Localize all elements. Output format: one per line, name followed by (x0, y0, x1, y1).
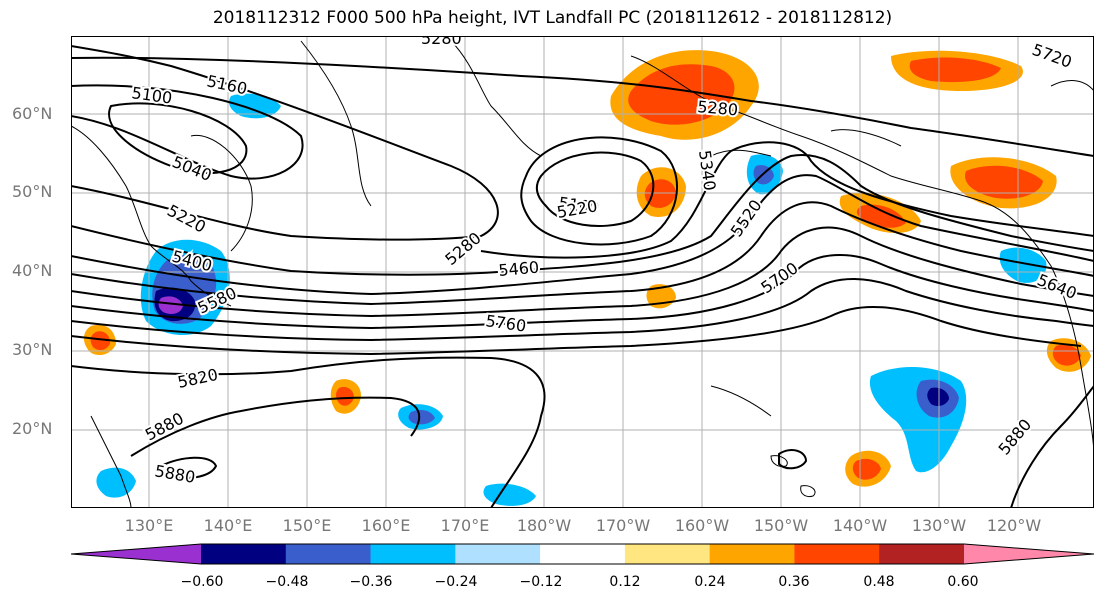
contour-5700 (71, 278, 1094, 342)
height-contours (71, 45, 1094, 508)
lon-label-160w: 160°W (674, 516, 730, 535)
colorbar-tick-label: −0.60 (180, 574, 224, 590)
contour-5040 (108, 102, 248, 174)
lon-label-120w: 120°W (986, 516, 1042, 535)
colorbar-segment (455, 544, 541, 564)
colorbar-tick-label: 0.36 (778, 574, 810, 590)
lon-label-170e: 170°E (440, 516, 490, 535)
colorbar-segment (285, 544, 372, 564)
colorbar (70, 543, 1095, 565)
contour-5280-north (71, 56, 1094, 157)
positive-anomaly-region-alaska (610, 50, 1023, 140)
contour-label: 5760 (484, 311, 527, 335)
lon-label-170w: 170°W (595, 516, 651, 535)
lon-label-150e: 150°E (282, 516, 332, 535)
colorbar-tick-label: 0.24 (694, 574, 726, 590)
contour-5520 (71, 201, 1094, 306)
contour-5820 (71, 356, 546, 508)
lat-label-40n: 40°N (12, 261, 53, 280)
lon-label-150w: 150°W (753, 516, 809, 535)
contour-5460 (71, 174, 1094, 296)
colorbar-segment (794, 544, 880, 564)
lon-label-130e: 130°E (124, 516, 174, 535)
colorbar-extend-low (71, 544, 201, 564)
coastlines (71, 40, 1094, 508)
contour-label: 5040 (170, 152, 215, 185)
lon-label-160e: 160°E (361, 516, 411, 535)
lat-label-30n: 30°N (12, 340, 53, 359)
lon-label-180w: 180°W (516, 516, 572, 535)
map-panel: 5100 5160 5040 5220 5400 5580 5820 5880 … (71, 36, 1094, 508)
contour-5220 (71, 45, 499, 241)
lon-label-130w: 130°W (911, 516, 967, 535)
colorbar-tick-label: −0.24 (434, 574, 478, 590)
colorbar-tick-label: −0.48 (265, 574, 309, 590)
colorbar-segment (879, 544, 965, 564)
colorbar-outline (70, 543, 1095, 565)
colorbar-tick-label: 0.60 (947, 574, 979, 590)
contour-label: 5100 (130, 83, 173, 107)
colorbar-tick-label: −0.36 (349, 574, 393, 590)
lat-label-50n: 50°N (12, 182, 53, 201)
contour-label: 5280 (441, 228, 484, 269)
lon-label-140e: 140°E (203, 516, 253, 535)
lat-lon-grid (71, 36, 1094, 508)
colorbar-segments (70, 543, 1095, 565)
contour-5340 (480, 141, 1094, 259)
contour-5400 (71, 154, 1094, 276)
contour-label: 5820 (176, 365, 220, 392)
colorbar-tick-label: 0.12 (609, 574, 641, 590)
contour-label: 5280 (421, 36, 462, 48)
contour-5760 (71, 306, 1082, 356)
contour-label: 5220 (164, 201, 209, 237)
contour-5580 (71, 226, 1094, 318)
contour-label: 5720 (1030, 40, 1075, 72)
contour-5220-low (520, 136, 678, 246)
contour-label: 5460 (498, 258, 540, 280)
contour-5160-low (535, 151, 655, 227)
map-title: 2018112312 F000 500 hPa height, IVT Land… (212, 8, 893, 28)
contour-label: 5700 (757, 258, 801, 297)
contour-label: 5880 (995, 415, 1036, 458)
lon-label-140w: 140°W (832, 516, 888, 535)
colorbar-segment (709, 544, 795, 564)
colorbar-tick-label: 0.48 (863, 574, 895, 590)
contour-5880-sw (160, 456, 218, 479)
lat-label-60n: 60°N (12, 104, 53, 123)
contour-label: 5340 (695, 149, 719, 192)
contour-label: 5880 (153, 461, 196, 487)
map-frame (71, 36, 1094, 508)
colorbar-tick-label: −0.12 (519, 574, 563, 590)
contour-label: 5160 (205, 71, 249, 98)
colorbar-segment (370, 544, 456, 564)
colorbar-extend-high (964, 544, 1094, 564)
contour-label: 5280 (697, 97, 739, 119)
colorbar-segment (201, 544, 287, 564)
negative-anomaly-region-subtropics (96, 154, 1047, 506)
contour-5880-closed (778, 449, 808, 470)
colorbar-segment (540, 544, 626, 564)
contour-5640 (71, 254, 1094, 330)
lat-label-20n: 20°N (12, 419, 53, 438)
contour-label: 5640 (1035, 270, 1080, 303)
colorbar-segment (624, 544, 711, 564)
contour-5100 (71, 84, 304, 180)
contour-5880-west (130, 396, 421, 457)
contour-5880-east (1010, 385, 1094, 508)
